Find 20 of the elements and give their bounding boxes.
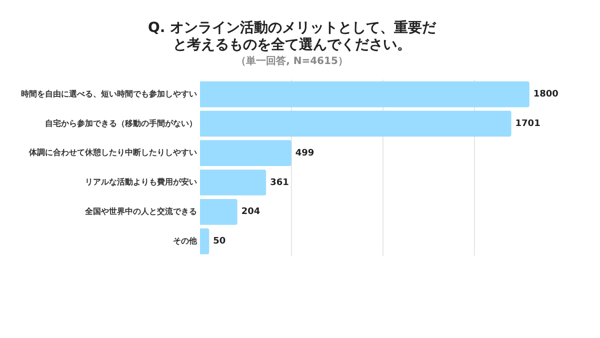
data-label: 361 (270, 178, 289, 188)
chart-title: Q. オンライン活動のメリットとして、重要だと考えるものを全て選んでください。 (148, 20, 438, 53)
chart-subtitle: （単一回答, N=4615） (236, 55, 348, 68)
bar (200, 170, 266, 196)
y-tick-label: リアルな活動よりも費用が安い (85, 176, 197, 187)
data-label: 499 (295, 148, 314, 158)
data-label: 50 (213, 236, 226, 247)
y-tick-label: 全国や世界中の人と交流できる (84, 206, 197, 216)
data-label: 204 (241, 207, 260, 218)
bar (200, 110, 512, 137)
bar (200, 140, 292, 166)
y-tick-label: 自宅から参加できる（移動の手間がない） (45, 118, 197, 128)
y-tick-label: 体調に合わせて休憩したり中断したりしやすい (28, 148, 197, 158)
y-tick-label: 時間を自由に選べる、短い時間でも参加しやすい (21, 89, 197, 98)
bar (200, 198, 238, 225)
data-label: 1701 (515, 119, 540, 130)
bar (200, 81, 530, 108)
y-tick-label: その他 (173, 236, 198, 246)
bar (200, 228, 210, 254)
data-label: 1800 (533, 90, 558, 100)
